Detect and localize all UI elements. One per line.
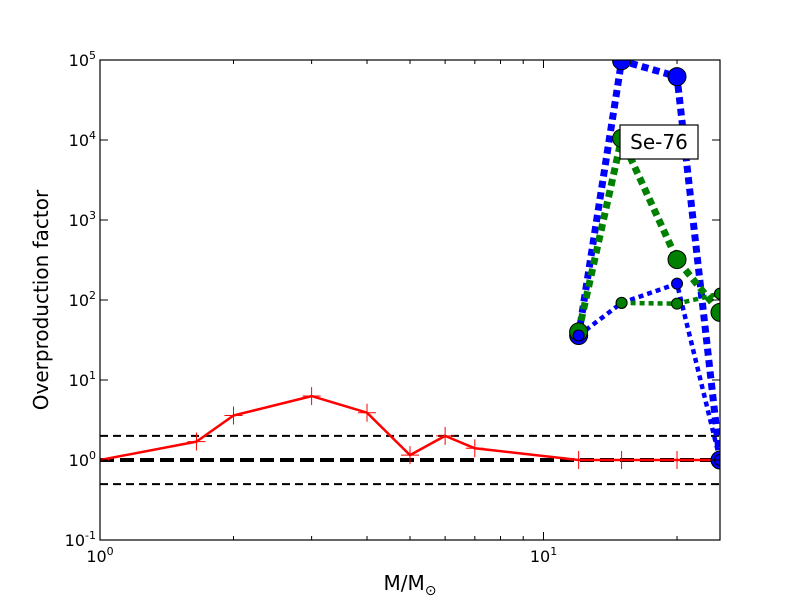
series-0-point-10 — [668, 451, 687, 469]
annotation-box: Se-76 — [619, 124, 699, 160]
x-tick-label: 100 — [86, 545, 113, 566]
x-tick-label: 101 — [530, 545, 557, 566]
series-1-line — [575, 60, 720, 461]
y-tick-label: 105 — [69, 49, 96, 70]
series-0-line — [100, 394, 720, 462]
series-0-point-4 — [358, 403, 377, 422]
y-tick-label: 100 — [69, 449, 96, 470]
y-tick-label: 104 — [69, 129, 96, 150]
y-tick-label: 101 — [69, 369, 96, 390]
annotation-label: Se-76 — [630, 130, 688, 154]
series-4-point-2 — [714, 287, 720, 300]
series-0-point-8 — [569, 451, 588, 469]
annotation-frame — [619, 124, 699, 160]
series-3-point-2 — [671, 277, 684, 290]
series-3-point-0 — [572, 329, 585, 342]
x-axis-label-main: M/M — [384, 571, 425, 595]
series-0-point-9 — [612, 451, 631, 469]
series-3-line — [577, 281, 720, 461]
x-axis-label: M/M⊙ — [384, 571, 437, 599]
y-tick-label: 103 — [69, 209, 96, 230]
x-axis-label-subscript: ⊙ — [425, 583, 437, 599]
data-markers — [100, 60, 720, 470]
series-0-point-2 — [224, 406, 243, 425]
series-4-point-1 — [671, 297, 684, 310]
series-1-point-2 — [667, 67, 687, 87]
series-0-point-3 — [302, 387, 321, 406]
y-axis-label: Overproduction factor — [29, 189, 53, 410]
series-0-point-6 — [436, 426, 455, 445]
series-0-point-7 — [465, 439, 484, 458]
series-2-line — [575, 134, 720, 333]
y-tick-label: 10-1 — [65, 529, 96, 550]
series-2-point-3 — [710, 302, 720, 322]
series-1-point-1 — [612, 60, 632, 71]
series-2-point-2 — [667, 250, 687, 270]
series-0-point-1 — [187, 432, 206, 451]
series-4-point-0 — [615, 296, 628, 309]
y-tick-label: 102 — [69, 289, 96, 310]
series-0-point-5 — [401, 446, 419, 465]
